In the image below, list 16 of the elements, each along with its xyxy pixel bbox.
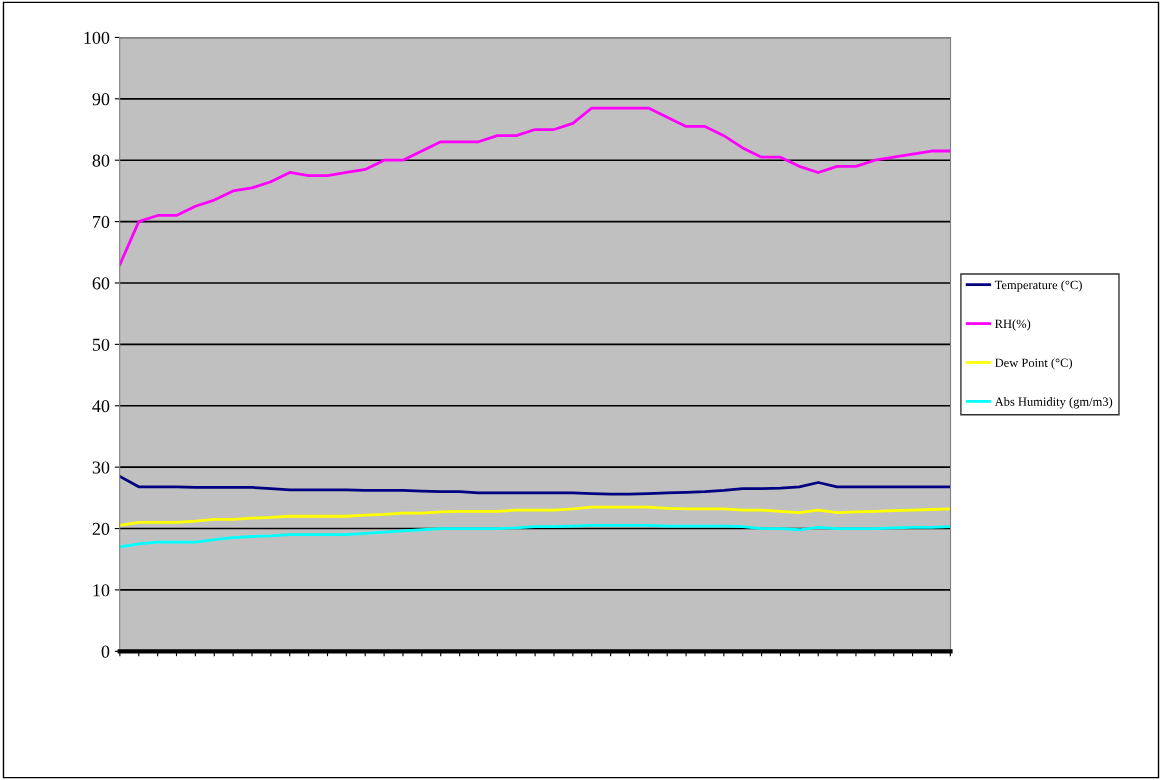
y-tick-label: 90 xyxy=(92,93,110,106)
y-tick-label: 60 xyxy=(92,277,110,290)
legend-label: RH(%) xyxy=(995,319,1031,331)
y-tick-label: 30 xyxy=(92,461,110,474)
y-tick-label: 50 xyxy=(92,338,110,351)
y-tick-label: 20 xyxy=(92,522,110,535)
y-tick-label: 70 xyxy=(93,215,110,229)
y-tick-label: 100 xyxy=(84,31,110,44)
y-tick-label: 0 xyxy=(101,645,110,658)
y-tick-label: 80 xyxy=(92,154,110,167)
y-tick-label: 40 xyxy=(92,400,110,413)
y-tick-label: 10 xyxy=(93,584,110,597)
legend-label: Abs Humidity (gm/m3) xyxy=(994,397,1113,409)
legend-label: Dew Point (°C) xyxy=(995,358,1073,370)
line-series xyxy=(119,474,951,496)
legend-label: Temperature (°C) xyxy=(994,280,1082,292)
